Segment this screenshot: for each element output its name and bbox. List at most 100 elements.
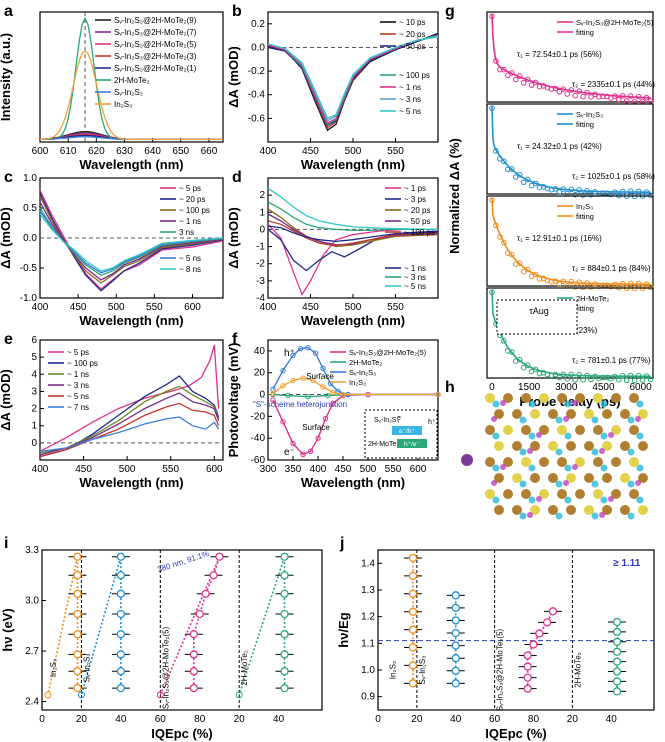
legend-entry: Sᵥ-In₂S₃	[576, 110, 603, 119]
atom-icon	[575, 393, 585, 403]
x-tick-label: 450	[75, 464, 92, 475]
panel-letter-d: d	[232, 169, 242, 186]
ta-spectrum-line	[267, 36, 439, 120]
x-tick-label: 300	[260, 464, 277, 475]
y-tick-label: -0.5	[20, 263, 38, 274]
decay-data-point	[568, 278, 575, 285]
panel-letter-c: c	[4, 169, 13, 186]
atom-icon	[611, 393, 621, 403]
atom-icon	[557, 457, 567, 467]
charge-density-icon	[591, 416, 599, 424]
y-tick-label: 0.5	[23, 203, 37, 214]
x-tick-label: 500	[108, 302, 125, 313]
decay-data-point	[560, 371, 567, 378]
photovoltage-marker	[330, 400, 336, 406]
atom-icon	[620, 409, 630, 419]
iqe-data-point	[116, 683, 126, 693]
decay-data-point	[556, 189, 563, 195]
iqe-data-point	[73, 552, 82, 561]
iqe-data-point	[73, 667, 82, 676]
decay-data-point	[568, 186, 575, 193]
x-tick-label: 80	[194, 714, 206, 725]
tau1-label: τ₁ = 24.32±0.1 ps (42%)	[517, 142, 602, 151]
x-tick-label: 20	[234, 714, 246, 725]
inset-top-label: Sᵥ-In₂S₃	[374, 417, 399, 424]
decay-fit-line	[491, 14, 651, 99]
photovoltage-marker	[280, 419, 286, 425]
charge-density-icon	[636, 432, 644, 440]
decay-data-point	[505, 72, 511, 79]
iqe-data-point	[280, 630, 289, 639]
charge-density-icon	[492, 400, 500, 408]
iqe-data-point	[408, 607, 418, 616]
photovoltage-line	[272, 393, 438, 456]
y-axis-label: ΔA (mOD)	[0, 369, 13, 431]
decay-data-point	[623, 97, 630, 104]
iqe-trend-line	[159, 556, 221, 696]
iqe-data-point	[209, 571, 218, 580]
atom-icon	[494, 409, 504, 419]
atom-icon	[620, 505, 630, 515]
atom-icon	[521, 393, 531, 403]
atom-icon	[638, 505, 648, 515]
decay-data-point	[520, 179, 527, 186]
iqe-data-point	[116, 589, 126, 598]
x-tick-label: 0	[489, 382, 495, 393]
legend-entry: 3 ns	[179, 228, 194, 237]
iqe-data-point	[280, 552, 289, 561]
x-tick-label: 0	[39, 714, 45, 725]
legend-entry: ~ 1 ns	[179, 217, 201, 226]
decay-data-point	[536, 184, 543, 191]
charge-density-icon	[519, 448, 527, 456]
charge-density-icon	[492, 496, 500, 504]
x-tick-label: 500	[119, 464, 136, 475]
series-label: In₂S₃	[49, 659, 58, 677]
decay-data-point	[608, 375, 614, 382]
y-tick-label: -60	[251, 455, 266, 466]
s-scheme-label: "S"-scheme heterojunction	[253, 400, 347, 409]
photovoltage-marker	[270, 390, 276, 397]
charge-density-icon	[608, 432, 614, 438]
decay-data-point	[532, 366, 539, 373]
x-axis-label: Wavelength (nm)	[301, 157, 405, 172]
atom-icon	[539, 425, 549, 435]
x-tick-label: 0	[375, 714, 381, 725]
y-tick-label: 40	[254, 346, 266, 357]
x-tick-label: 600	[184, 302, 201, 313]
atom-icon	[494, 473, 504, 483]
y-tick-label: 3.0	[25, 596, 39, 607]
panel-letter-j: j	[339, 535, 344, 552]
y-tick-label: 2	[259, 190, 265, 201]
surface-label-top: Surface	[306, 372, 334, 381]
tau1-label: τ₁ = 12.91±0.1 ps (16%)	[517, 234, 602, 243]
legend-entry: ~ 20 ps	[404, 206, 430, 215]
decay-data-point	[619, 372, 626, 379]
iqe-baseline-point	[235, 691, 243, 699]
y-tick-label: -40	[251, 433, 266, 444]
iqe-data-point	[612, 637, 622, 646]
panel-letter-b: b	[232, 3, 242, 20]
x-axis-label: Wavelength (nm)	[79, 313, 183, 328]
decay-data-point	[536, 83, 543, 90]
decay-data-point	[532, 271, 539, 278]
auger-label: τAug	[529, 306, 549, 316]
decay-data-point	[647, 192, 654, 199]
decay-data-point	[524, 176, 531, 183]
ta-spectrum-line	[39, 392, 220, 456]
x-tick-label: 40	[273, 714, 285, 725]
iqe-data-point	[451, 591, 460, 600]
atom-icon	[530, 505, 540, 515]
legend-entry: ~ 10 ps	[399, 18, 425, 27]
legend-entry: Sᵥ-In₂S₃@2H-MoTe₂(7)	[114, 28, 197, 37]
legend-entry: ~ 100 ps	[404, 228, 435, 237]
iqe-data-point	[451, 641, 460, 650]
decay-data-point	[631, 98, 638, 105]
y-tick-label: 1.4	[361, 558, 375, 569]
atom-icon	[485, 425, 495, 435]
legend-entry: 2H-MoTe₂	[114, 76, 150, 85]
decay-data-point	[627, 93, 634, 99]
iqe-data-point	[612, 627, 622, 637]
decay-data-point	[643, 281, 650, 287]
decay-data-point	[576, 187, 582, 193]
decay-data-point	[639, 98, 646, 105]
